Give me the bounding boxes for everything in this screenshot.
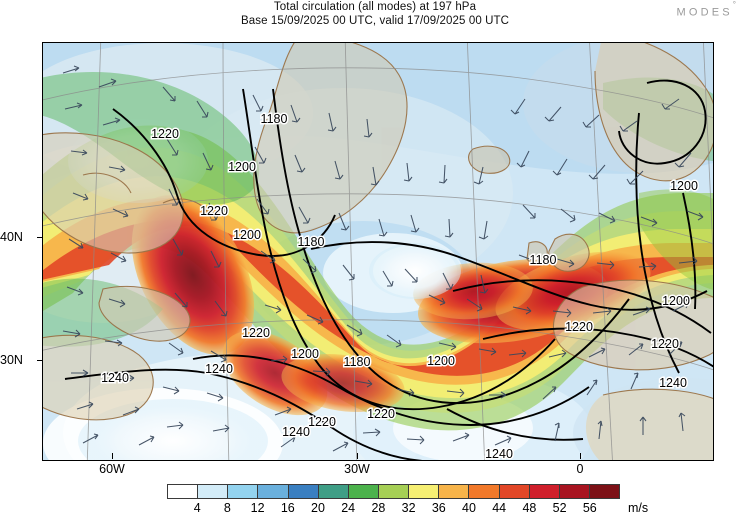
x-tick-label-30w: 30W <box>344 462 370 476</box>
contour-label-1200-7: 1200 <box>291 347 319 361</box>
map-canvas <box>43 43 713 460</box>
y-tick-label-30n: 30N <box>0 353 23 367</box>
contour-label-1220-12: 1220 <box>651 337 679 351</box>
colorbar <box>167 484 620 499</box>
contour-label-1200-9: 1200 <box>427 354 455 368</box>
contour-label-1240-16: 1240 <box>101 371 129 385</box>
contour-label-1200-1: 1200 <box>228 160 256 174</box>
contour-label-1180-10: 1180 <box>530 253 557 267</box>
colorbar-tick-20: 20 <box>311 501 325 515</box>
colorbar-tick-28: 28 <box>371 501 386 515</box>
contour-label-1220-11: 1220 <box>565 320 593 334</box>
x-tick-2 <box>580 453 582 459</box>
x-tick-1 <box>357 453 359 459</box>
x-tick-label-0: 0 <box>576 462 584 476</box>
contour-label-1220-4: 1220 <box>200 204 228 218</box>
map-panel: 1220 1200 1180 1180 1220 1200 1220 1200 1180 1200… <box>42 42 714 461</box>
figure-title: Total circulation (all modes) at 197 hPa… <box>0 1 750 28</box>
contour-label-layer: 1220 1200 1180 1180 1220 1200 1220 1200 1180 1200… <box>100 111 700 461</box>
colorbar-tick-12: 12 <box>250 501 265 515</box>
colorbar-tick-32: 32 <box>401 501 416 515</box>
colorbar-tick-52: 52 <box>552 501 567 515</box>
modes-logo: MODES° <box>676 0 736 19</box>
colorbar-cell-12 <box>529 485 560 498</box>
y-tick-0 <box>37 237 43 239</box>
contour-label-1180-8: 1180 <box>344 355 371 369</box>
y-tick-label-40n: 40N <box>0 230 23 244</box>
colorbar-tick-48: 48 <box>522 501 537 515</box>
contour-label-1240-21: 1240 <box>485 447 513 460</box>
colorbar-tick-16: 16 <box>280 501 295 515</box>
colorbar-tick-24: 24 <box>341 501 356 515</box>
contour-label-1240-17: 1240 <box>205 362 233 376</box>
contour-label-1180-2: 1180 <box>261 112 288 126</box>
colorbar-cell-1 <box>198 485 229 498</box>
contour-label-1240-18: 1240 <box>282 425 310 439</box>
colorbar-cell-9 <box>439 485 470 498</box>
contour-label-1200-14: 1200 <box>670 179 698 193</box>
colorbar-unit-label: m/s <box>628 501 649 515</box>
contour-label-1200-13: 1200 <box>662 294 690 308</box>
colorbar-cell-10 <box>469 485 500 498</box>
colorbar-cell-3 <box>258 485 289 498</box>
colorbar-tick-labels: 4 8 12 16 20 24 28 32 36 40 44 48 52 56 <box>0 501 750 517</box>
contour-label-1180-3: 1180 <box>298 235 325 249</box>
contour-label-1220-19: 1220 <box>308 415 336 429</box>
modes-logo-text: MODES <box>676 6 733 19</box>
colorbar-tick-44: 44 <box>492 501 507 515</box>
contour-label-1220-0: 1220 <box>151 127 179 141</box>
colorbar-tick-40: 40 <box>462 501 476 515</box>
colorbar-tick-4: 4 <box>193 501 201 515</box>
colorbar-cell-7 <box>378 485 410 498</box>
colorbar-tick-56: 56 <box>582 501 597 515</box>
colorbar-cell-8 <box>409 485 440 498</box>
colorbar-cell-11 <box>499 485 530 498</box>
colorbar-cell-2 <box>228 485 259 498</box>
colorbar-cell-14 <box>589 485 620 498</box>
title-line-1: Total circulation (all modes) at 197 hPa <box>273 1 477 13</box>
colorbar-tick-8: 8 <box>223 501 231 515</box>
contour-label-1220-6: 1220 <box>242 326 270 340</box>
colorbar-cell-0 <box>168 485 199 498</box>
contour-label-1200-5: 1200 <box>233 228 261 242</box>
y-tick-1 <box>37 360 43 362</box>
modes-logo-mark: ° <box>732 0 736 9</box>
colorbar-tick-36: 36 <box>431 501 446 515</box>
colorbar-cell-13 <box>559 485 590 498</box>
contour-label-1220-20: 1220 <box>367 407 395 421</box>
title-line-2: Base 15/09/2025 00 UTC, valid 17/09/2025… <box>240 14 510 27</box>
contour-label-1240-22: 1240 <box>659 376 687 390</box>
x-tick-label-60w: 60W <box>99 462 125 476</box>
x-tick-0 <box>112 453 114 459</box>
colorbar-cell-5 <box>318 485 349 498</box>
colorbar-cell-6 <box>348 485 379 498</box>
colorbar-cell-4 <box>288 485 319 498</box>
